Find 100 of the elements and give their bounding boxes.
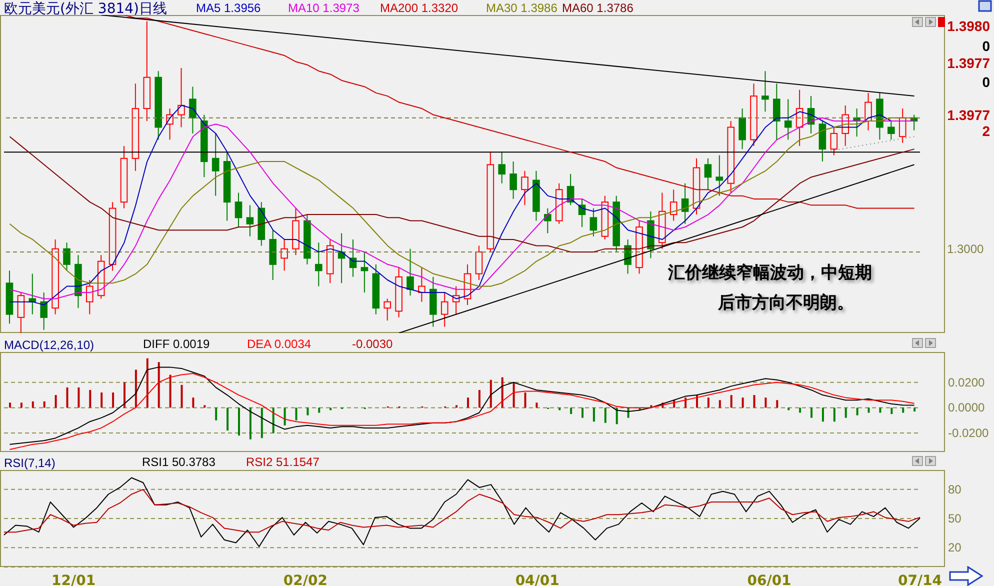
candlestick <box>898 108 906 144</box>
bar <box>558 408 561 410</box>
line-series <box>4 488 920 533</box>
bar <box>192 398 194 408</box>
bar <box>456 405 458 408</box>
bar <box>914 408 916 412</box>
bar <box>592 408 595 422</box>
candlestick <box>360 251 368 293</box>
candlestick <box>773 83 780 140</box>
candlestick <box>704 158 712 190</box>
bar <box>306 408 309 416</box>
candlestick <box>63 242 70 272</box>
bar <box>799 408 802 413</box>
bar <box>902 408 904 413</box>
chart-title: 欧元美元(外汇 3814)日线 <box>4 1 168 18</box>
text: 1.3000 <box>947 241 984 257</box>
bar <box>215 408 218 420</box>
bar <box>20 402 22 408</box>
bar <box>822 408 824 422</box>
bar <box>582 408 584 418</box>
bar <box>66 387 68 408</box>
text: -0.0030 <box>352 337 393 352</box>
text: MA60 1.3786 <box>562 1 634 16</box>
text: 1.3977 <box>947 107 990 123</box>
text: DEA 0.0034 <box>247 337 312 352</box>
candlestick <box>280 238 288 272</box>
bar <box>112 392 114 408</box>
bar <box>54 395 57 408</box>
candlestick <box>716 154 724 196</box>
bar <box>467 398 469 408</box>
text: MA200 1.3320 <box>380 1 458 16</box>
bar <box>124 382 126 408</box>
bar <box>879 408 882 413</box>
bar <box>742 398 744 408</box>
candlestick <box>670 189 678 222</box>
candlestick <box>40 292 48 330</box>
candlestick <box>440 292 448 328</box>
chart-title: RSI(7,14) <box>4 455 56 472</box>
text: 2 <box>982 123 990 139</box>
candlestick <box>212 132 220 196</box>
text: 1.3977 <box>947 55 990 71</box>
candlestick <box>418 267 426 302</box>
bar <box>616 408 618 424</box>
candlestick <box>590 208 598 237</box>
bar <box>810 408 812 418</box>
candlestick <box>738 108 746 150</box>
bar <box>478 390 480 408</box>
bar <box>204 405 206 408</box>
bar <box>604 408 606 423</box>
bar <box>249 408 252 440</box>
text: 1.3980 <box>947 18 990 34</box>
bar <box>868 408 870 413</box>
bar <box>226 408 229 430</box>
bar <box>180 384 183 408</box>
bar <box>501 377 504 408</box>
bar <box>260 408 263 438</box>
series-label: RSI1 50.3783 <box>142 455 216 470</box>
candlestick <box>510 161 517 200</box>
bar <box>536 402 538 408</box>
candlestick <box>830 126 838 156</box>
bar <box>238 408 240 436</box>
candlestick <box>784 98 792 140</box>
bar <box>730 395 732 408</box>
candlestick <box>864 92 872 131</box>
bar <box>32 401 34 408</box>
bar <box>788 408 790 410</box>
bar <box>718 400 721 408</box>
candlestick <box>762 70 769 112</box>
candlestick <box>86 280 94 315</box>
bar <box>272 408 274 434</box>
candlestick <box>189 86 196 134</box>
text: 0 <box>982 38 990 54</box>
annotation: 后市方向不明朗。 <box>718 292 854 314</box>
text: 0 <box>982 74 990 90</box>
bar <box>318 408 320 413</box>
bar <box>753 395 756 408</box>
x-tick-label: 06/01 <box>747 572 792 586</box>
bar <box>89 390 92 408</box>
bar <box>134 370 137 408</box>
series-label: DIFF 0.0019 <box>143 337 210 352</box>
bar <box>284 408 286 426</box>
candlestick <box>888 120 895 140</box>
candlestick <box>315 242 322 287</box>
y-tick-label: 20 <box>948 540 962 555</box>
bar <box>330 408 332 410</box>
annotation: 汇价继续窄幅波动，中短期 <box>668 262 872 284</box>
bar <box>169 374 172 408</box>
bar <box>776 400 778 408</box>
bar <box>707 398 710 408</box>
candlestick <box>544 208 552 234</box>
bar <box>146 358 148 408</box>
bar <box>78 387 80 408</box>
bar <box>158 362 160 408</box>
x-tick-label: 02/02 <box>283 572 328 586</box>
y-tick-label: 80 <box>948 482 962 496</box>
candlestick <box>246 204 254 237</box>
x-tick-label: 04/01 <box>515 572 560 586</box>
text: MA5 1.3956 <box>196 1 261 16</box>
bar <box>764 398 767 408</box>
candlestick <box>384 298 391 322</box>
